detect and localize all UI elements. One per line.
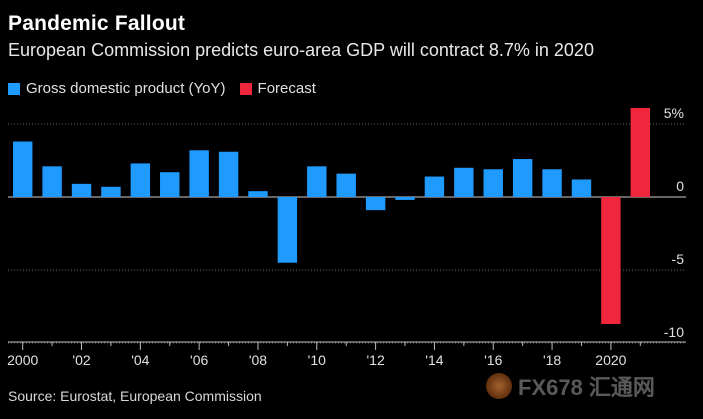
x-tick-label: '14 [425, 352, 443, 368]
bar-gdp-2016 [483, 169, 503, 197]
chart-legend: Gross domestic product (YoY) Forecast [8, 80, 330, 97]
bar-forecast-2021 [630, 107, 651, 197]
x-tick-label: '04 [131, 352, 149, 368]
bar-gdp-2000 [12, 141, 33, 197]
legend-swatch-forecast [239, 82, 252, 95]
bar-gdp-2019 [571, 179, 592, 197]
bar-gdp-2006 [189, 150, 209, 197]
legend-swatch-gdp [8, 82, 20, 95]
bar-gdp-2001 [42, 166, 62, 197]
bar-gdp-2014 [424, 176, 445, 197]
bar-gdp-2008 [248, 191, 268, 197]
bar-gdp-2007 [218, 151, 239, 197]
x-tick-label: '18 [543, 352, 561, 368]
legend-item-gdp: Gross domestic product (YoY) [8, 80, 226, 97]
chart-subtitle: European Commission predicts euro-area G… [8, 40, 594, 60]
source-note: Source: Eurostat, European Commission [8, 388, 262, 404]
bar-gdp-2004 [130, 163, 151, 197]
bar-gdp-2015 [454, 167, 474, 197]
x-tick-label: '06 [190, 352, 208, 368]
legend-label-gdp: Gross domestic product (YoY) [26, 80, 226, 97]
bar-forecast-2020 [601, 197, 621, 325]
legend-label-forecast: Forecast [257, 80, 316, 97]
bar-gdp-2002 [71, 183, 92, 197]
bar-gdp-2013 [395, 197, 415, 200]
y-tick-label: 0 [676, 178, 684, 194]
x-tick-label: 2020 [595, 352, 626, 368]
bar-gdp-2005 [160, 172, 180, 197]
bar-gdp-2003 [101, 186, 121, 197]
bar-gdp-2009 [277, 197, 298, 263]
x-tick-label: '02 [72, 352, 90, 368]
watermark-logo-icon [486, 373, 512, 399]
watermark-text: FX678 汇通网 [518, 375, 655, 400]
y-tick-label: 5% [664, 105, 684, 121]
y-tick-label: -5 [672, 251, 685, 267]
watermark: FX678 汇通网 [486, 370, 655, 402]
y-tick-label: -10 [664, 324, 684, 340]
x-tick-label: '16 [484, 352, 502, 368]
x-tick-label: '08 [249, 352, 267, 368]
bar-gdp-2010 [307, 166, 327, 197]
legend-item-forecast: Forecast [239, 80, 316, 97]
bar-gdp-2012 [365, 197, 386, 211]
bar-gdp-2011 [336, 173, 356, 197]
bar-gdp-2017 [512, 159, 533, 197]
chart-title: Pandemic Fallout [8, 12, 186, 35]
x-tick-label: '10 [308, 352, 326, 368]
x-tick-label: '12 [366, 352, 384, 368]
x-tick-label: 2000 [7, 352, 38, 368]
bar-gdp-2018 [542, 169, 562, 197]
